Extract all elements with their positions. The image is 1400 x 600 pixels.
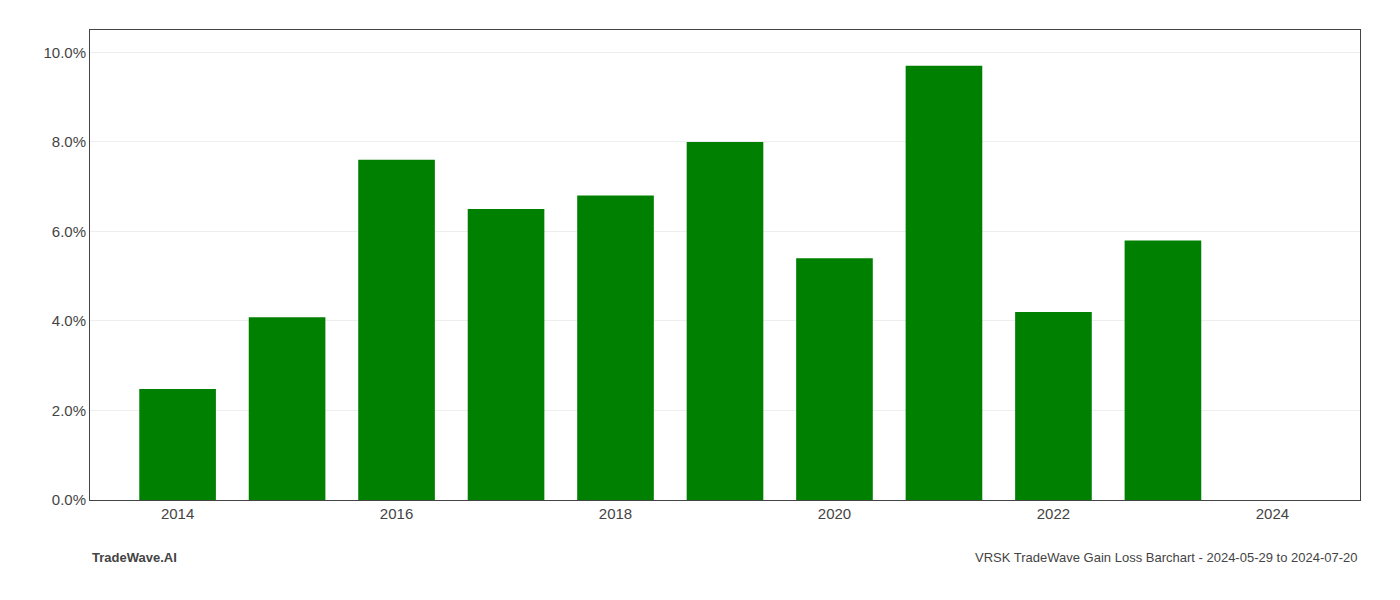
svg-text:8.0%: 8.0% <box>52 133 86 150</box>
svg-text:VRSK TradeWave Gain Loss Barch: VRSK TradeWave Gain Loss Barchart - 2024… <box>975 550 1358 565</box>
svg-text:6.0%: 6.0% <box>52 223 86 240</box>
svg-text:2014: 2014 <box>161 505 194 522</box>
svg-text:2020: 2020 <box>818 505 851 522</box>
svg-text:0.0%: 0.0% <box>52 491 86 508</box>
svg-text:4.0%: 4.0% <box>52 312 86 329</box>
svg-text:10.0%: 10.0% <box>43 44 86 61</box>
svg-text:2.0%: 2.0% <box>52 402 86 419</box>
svg-text:2024: 2024 <box>1256 505 1289 522</box>
svg-text:2016: 2016 <box>380 505 413 522</box>
svg-text:2018: 2018 <box>599 505 632 522</box>
svg-text:2022: 2022 <box>1037 505 1070 522</box>
svg-text:TradeWave.AI: TradeWave.AI <box>92 550 177 565</box>
